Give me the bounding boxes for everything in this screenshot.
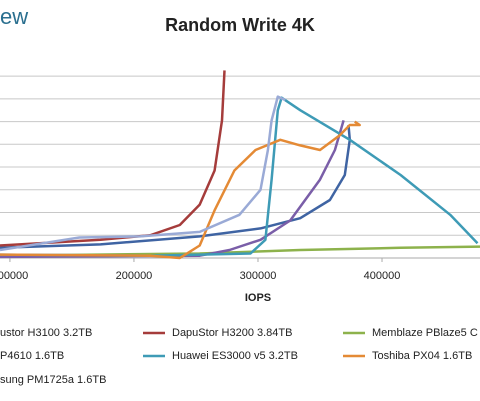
series-line [0, 245, 480, 257]
legend-label: DapuStor H3200 3.84TB [172, 327, 292, 339]
legend-label: Huawei ES3000 v5 3.2TB [172, 350, 298, 362]
chart-title: Random Write 4K [165, 15, 315, 35]
logo: ew [0, 4, 28, 29]
legend-label: P4610 1.6TB [0, 350, 64, 362]
series-line [0, 95, 286, 252]
series-line [0, 96, 479, 257]
legend-label: ustor H3100 3.2TB [0, 327, 92, 339]
x-tick-label: 100000 [0, 270, 28, 282]
series-line [0, 120, 345, 259]
series-line [0, 124, 352, 250]
x-tick-label: 300000 [240, 270, 277, 282]
series-line [0, 70, 226, 247]
x-axis-title: IOPS [245, 292, 271, 304]
legend-label: sung PM1725a 1.6TB [0, 374, 106, 386]
x-tick-label: 400000 [364, 270, 401, 282]
x-tick-label: 200000 [116, 270, 153, 282]
legend-label: Memblaze PBlaze5 C [372, 327, 478, 339]
legend-label: Toshiba PX04 1.6TB [372, 350, 472, 362]
